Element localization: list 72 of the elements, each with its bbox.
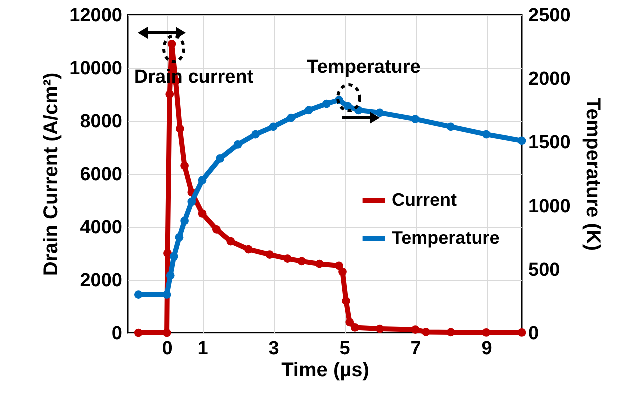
point xyxy=(180,216,189,226)
point xyxy=(344,102,352,111)
y2-tick-label: 500 xyxy=(528,260,560,281)
point xyxy=(168,40,176,48)
point xyxy=(212,225,221,234)
point xyxy=(170,252,178,261)
point xyxy=(180,162,189,170)
point xyxy=(188,198,196,206)
point xyxy=(482,328,491,337)
point xyxy=(269,122,278,132)
x-tick-label: 3 xyxy=(268,338,280,360)
y2-tick-label: 1500 xyxy=(528,132,571,154)
point xyxy=(198,176,207,185)
point xyxy=(134,290,143,300)
legend-label: Temperature xyxy=(392,228,500,248)
x-tick-label: 5 xyxy=(340,338,351,360)
point xyxy=(411,326,420,334)
point xyxy=(164,249,172,258)
point xyxy=(284,254,292,263)
point xyxy=(162,328,172,338)
legend-label: Current xyxy=(392,190,458,210)
point xyxy=(518,136,526,146)
x-tick-label: 1 xyxy=(198,338,209,360)
point xyxy=(376,324,384,334)
y-tick-label: 6000 xyxy=(80,164,122,186)
y-tick-label: 2000 xyxy=(80,270,122,292)
point xyxy=(518,328,526,337)
point xyxy=(342,297,350,306)
point xyxy=(134,328,143,338)
point xyxy=(287,114,296,122)
point xyxy=(162,290,172,300)
y2-tick-label: 2000 xyxy=(528,69,571,90)
y-tick-label: 0 xyxy=(112,324,122,344)
point xyxy=(166,90,174,99)
x-tick-label: 9 xyxy=(482,338,492,360)
point xyxy=(304,106,314,115)
point xyxy=(376,108,384,118)
x-tick-label: 0 xyxy=(162,338,173,360)
point xyxy=(176,124,184,134)
point xyxy=(335,262,344,270)
point xyxy=(216,154,224,163)
point xyxy=(244,245,253,254)
x-tick-label: 7 xyxy=(410,338,422,360)
point xyxy=(226,237,236,246)
point xyxy=(446,328,456,337)
point xyxy=(315,260,324,268)
y-tick-label: 10000 xyxy=(70,58,122,80)
y-tick-label: 4000 xyxy=(80,218,122,238)
y2-tick-label: 0 xyxy=(528,324,540,344)
y2-tick-label: 2500 xyxy=(528,6,571,26)
point xyxy=(175,233,184,242)
x-axis-title: Time (µs) xyxy=(282,360,370,382)
point xyxy=(338,268,347,276)
point xyxy=(446,122,456,132)
point xyxy=(166,272,175,280)
point xyxy=(482,130,491,139)
annotation: Temperature xyxy=(307,57,421,78)
point xyxy=(350,324,360,332)
point xyxy=(252,130,260,139)
point xyxy=(234,140,242,149)
point xyxy=(298,257,306,266)
point xyxy=(266,250,274,259)
y-tick-label: 12000 xyxy=(70,6,122,26)
y2-axis-title: Temperature (K) xyxy=(582,98,604,251)
point xyxy=(198,210,207,218)
point xyxy=(422,328,430,336)
point xyxy=(346,318,354,327)
point xyxy=(322,100,331,108)
point xyxy=(411,115,420,124)
y-tick-label: 8000 xyxy=(80,112,122,132)
y2-tick-label: 1000 xyxy=(528,196,571,218)
y-axis-title: Drain Current (A/cm²) xyxy=(40,72,63,276)
